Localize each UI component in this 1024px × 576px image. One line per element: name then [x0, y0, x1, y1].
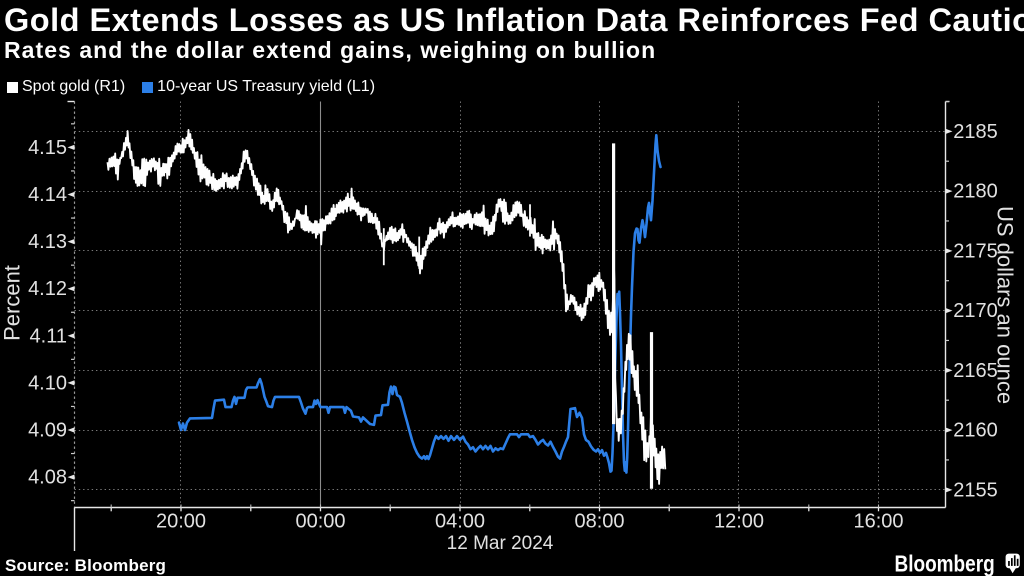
svg-text:00:00: 00:00: [295, 510, 345, 532]
svg-text:4.12: 4.12: [28, 278, 67, 300]
svg-text:2175: 2175: [953, 240, 998, 262]
svg-text:4.15: 4.15: [28, 137, 67, 159]
svg-text:4.10: 4.10: [28, 372, 67, 394]
svg-text:4.13: 4.13: [28, 231, 67, 253]
svg-text:2170: 2170: [953, 300, 998, 322]
svg-text:16:00: 16:00: [853, 510, 903, 532]
svg-text:4.14: 4.14: [28, 184, 67, 206]
svg-text:2155: 2155: [953, 479, 998, 501]
svg-text:12 Mar 2024: 12 Mar 2024: [447, 533, 554, 554]
svg-text:20:00: 20:00: [156, 510, 206, 532]
svg-text:4.11: 4.11: [30, 325, 67, 347]
svg-text:04:00: 04:00: [435, 510, 485, 532]
svg-text:2165: 2165: [953, 360, 998, 382]
svg-text:2160: 2160: [953, 420, 998, 442]
svg-text:4.08: 4.08: [28, 467, 67, 489]
svg-text:2185: 2185: [953, 121, 998, 143]
svg-text:2180: 2180: [953, 181, 998, 203]
svg-text:4.09: 4.09: [28, 420, 67, 442]
svg-text:Bloomberg: Bloomberg: [895, 552, 995, 576]
svg-text:12:00: 12:00: [714, 510, 764, 532]
svg-text:08:00: 08:00: [574, 510, 624, 532]
svg-text:US dollars an ounce: US dollars an ounce: [993, 206, 1018, 404]
svg-text:Percent: Percent: [0, 265, 25, 341]
